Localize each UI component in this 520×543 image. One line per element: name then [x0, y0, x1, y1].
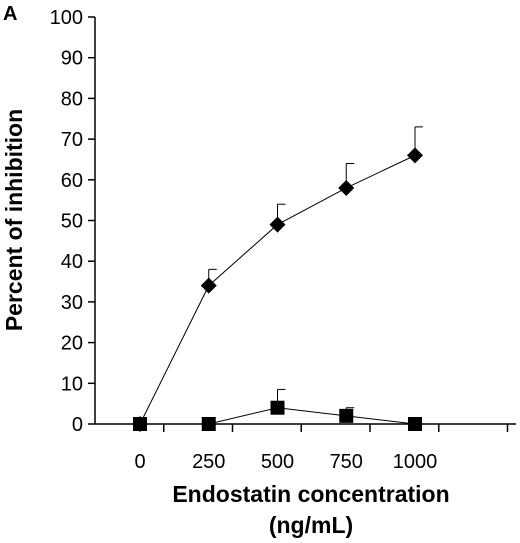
x-tick-label: 0: [134, 451, 145, 473]
y-tick-label: 20: [61, 333, 83, 355]
x-axis-label-line1: Endostatin concentration: [172, 481, 449, 507]
y-axis: 0 10 20 30 40 50 60 70 80 90 100: [50, 7, 96, 436]
data-point-diamond: [200, 277, 217, 294]
series-line: [139, 154, 416, 425]
y-tick-label: 80: [61, 88, 83, 110]
x-tick-label: 250: [192, 451, 225, 473]
data-point-square: [408, 417, 422, 431]
data-point-diamond: [338, 179, 355, 196]
series-diamond: [132, 126, 423, 432]
y-tick-label: 70: [61, 129, 83, 151]
y-tick-label: 60: [61, 170, 83, 192]
x-tick-label: 1000: [393, 451, 438, 473]
panel-label: A: [3, 3, 17, 25]
y-tick-label: 90: [61, 48, 83, 70]
data-point-square: [270, 400, 285, 415]
y-tick-label: 30: [61, 292, 83, 314]
series-layer: [132, 126, 423, 432]
y-tick-label: 10: [61, 373, 83, 395]
x-tick-label: 500: [261, 451, 294, 473]
y-axis-label: Percent of inhibition: [1, 109, 27, 331]
y-tick-label: 100: [50, 7, 83, 29]
data-point-square: [339, 408, 354, 423]
x-axis: 0 250 500 750 1000: [95, 423, 516, 473]
series-square: [133, 388, 422, 431]
x-axis-label-line2: (ng/mL): [269, 512, 353, 538]
data-point-square: [133, 417, 147, 431]
y-tick-label: 50: [61, 211, 83, 233]
y-tick-label: 40: [61, 251, 83, 273]
data-point-square: [201, 417, 216, 431]
x-tick-label: 750: [330, 451, 363, 473]
y-tick-label: 0: [72, 414, 83, 436]
data-point-diamond: [269, 216, 286, 233]
data-point-diamond: [407, 147, 423, 164]
